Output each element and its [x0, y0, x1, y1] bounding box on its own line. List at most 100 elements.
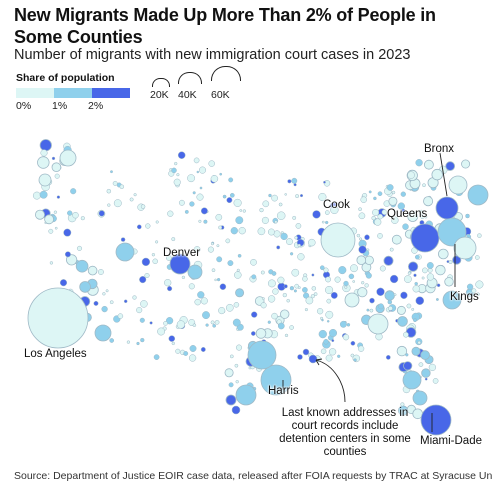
county-bubble-232: [361, 281, 365, 285]
leader-bronx: [439, 152, 448, 197]
county-bubble-541: [205, 323, 209, 327]
county-bubble-287: [271, 312, 278, 320]
county-bubble-65: [98, 210, 105, 217]
county-bubble-141: [237, 253, 242, 258]
county-bubble-142: [214, 319, 220, 325]
county-bubble-23: [56, 195, 61, 199]
county-bubble-143: [202, 311, 210, 320]
northwest-bubble-2: [38, 173, 52, 187]
county-bubble-318: [377, 191, 383, 197]
county-bubble-506: [350, 340, 356, 346]
florida-bubble-1: [402, 370, 422, 390]
county-bubble-548: [132, 295, 137, 300]
label-denver: Denver: [163, 247, 201, 259]
county-bubble-103: [199, 186, 203, 190]
label-bronx: Bronx: [424, 143, 455, 155]
county-bubble-464: [411, 346, 421, 356]
county-bubble-152: [211, 268, 216, 273]
county-bubble-104: [196, 193, 204, 201]
county-bubble-381: [377, 303, 384, 310]
county-bubble-130: [250, 258, 257, 266]
county-bubble-389: [387, 305, 393, 311]
county-bubble-186: [250, 331, 256, 336]
county-bubble-150: [194, 298, 201, 306]
county-bubble-100: [173, 178, 181, 186]
county-bubble-134: [203, 219, 208, 224]
county-bubble-191: [278, 202, 283, 207]
county-bubble-535: [189, 345, 197, 352]
county-bubble-238: [319, 265, 325, 271]
county-bubble-155: [181, 275, 186, 280]
county-bubble-112: [184, 209, 189, 214]
county-bubble-199: [293, 183, 297, 187]
county-bubble-210: [268, 193, 272, 198]
county-bubble-182: [232, 318, 241, 327]
county-bubble-39: [63, 228, 72, 237]
county-bubble-327: [391, 234, 402, 245]
color-scale-mid: [54, 88, 92, 98]
county-bubble-99: [222, 194, 227, 199]
county-bubble-360: [404, 275, 412, 283]
county-bubble-92: [174, 161, 178, 166]
county-bubble-241: [334, 276, 341, 283]
county-bubble-471: [424, 377, 428, 381]
county-bubble-452: [418, 362, 424, 367]
county-bubble-198: [312, 210, 321, 219]
county-bubble-427: [435, 298, 439, 301]
county-bubble-63: [136, 224, 142, 230]
west-bubble-2: [94, 324, 112, 342]
county-bubble-68: [107, 203, 111, 207]
county-bubble-479: [421, 368, 431, 378]
county-bubble-224: [291, 177, 298, 184]
county-bubble-254: [348, 273, 355, 280]
county-bubble-197: [271, 194, 278, 202]
county-bubble-229: [280, 232, 288, 241]
county-bubble-14: [32, 191, 41, 200]
county-bubble-154: [200, 297, 208, 305]
county-bubble-446: [471, 288, 477, 294]
county-bubble-531: [248, 366, 252, 370]
county-bubble-351: [400, 291, 408, 299]
county-bubble-553: [140, 300, 148, 308]
county-bubble-295: [310, 294, 315, 299]
county-bubble-161: [192, 323, 197, 327]
county-bubble-267: [365, 272, 372, 279]
county-bubble-364: [369, 308, 374, 313]
county-bubble-343: [388, 196, 398, 206]
county-bubble-556: [123, 299, 128, 304]
county-bubble-31: [48, 228, 54, 234]
county-bubble-135: [215, 213, 223, 221]
color-tick-2: 2%: [88, 100, 104, 112]
county-bubble-105: [233, 198, 242, 207]
county-bubble-282: [325, 276, 332, 283]
county-bubble-75: [171, 237, 176, 242]
county-bubble-337: [402, 223, 409, 230]
county-bubble-149: [165, 317, 174, 325]
county-bubble-111: [167, 210, 174, 217]
county-bubble-156: [188, 283, 195, 290]
county-bubble-493: [339, 320, 347, 328]
county-bubble-95: [229, 192, 235, 198]
county-bubble-140: [210, 242, 214, 246]
county-bubble-401: [418, 209, 424, 215]
county-bubble-534: [153, 354, 160, 360]
county-bubble-102: [219, 172, 223, 176]
county-bubble-246: [302, 287, 308, 293]
county-bubble-383: [407, 271, 412, 275]
county-bubble-136: [198, 219, 202, 223]
county-bubble-76: [120, 237, 126, 242]
leader-detention-arrowhead: [315, 358, 323, 366]
county-bubble-13: [40, 149, 48, 157]
color-scale-high: [92, 88, 130, 98]
county-bubble-158: [210, 320, 215, 325]
county-bubble-335: [389, 247, 394, 252]
west-bubble-1: [115, 242, 135, 262]
county-bubble-467: [428, 363, 437, 372]
county-bubble-293: [311, 286, 317, 291]
county-bubble-289: [277, 276, 285, 284]
county-bubble-514: [234, 363, 239, 368]
county-bubble-148: [164, 279, 172, 287]
county-bubble-147: [219, 283, 227, 290]
county-bubble-38: [54, 226, 58, 230]
